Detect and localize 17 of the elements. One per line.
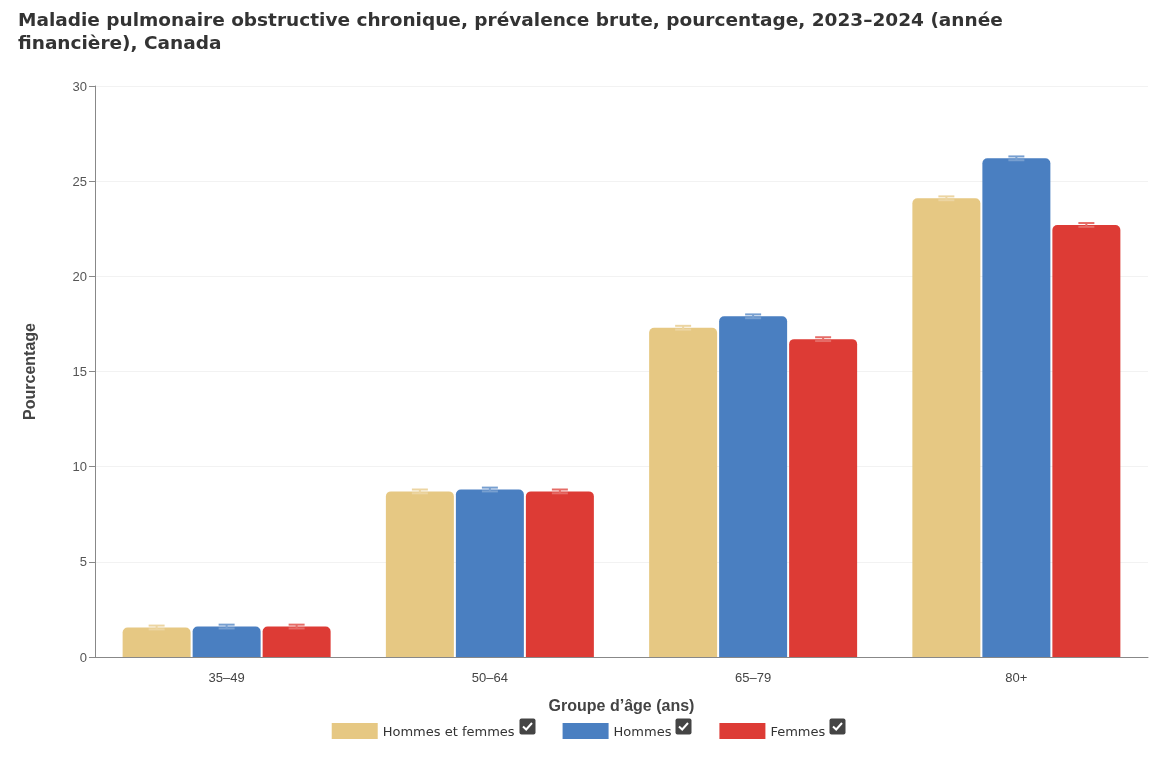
x-tick-label: 80+: [1005, 670, 1028, 685]
y-tick-label: 0: [79, 649, 87, 665]
y-tick-label: 10: [72, 459, 87, 475]
y-tick-label: 30: [72, 78, 87, 94]
x-tick-label: 65–79: [735, 670, 772, 685]
chart-title: Maladie pulmonaire obstructive chronique, prévalence brute, pourcentage, 2023–2024 (année financière), Canada: [18, 8, 1004, 54]
legend-label: Hommes et femmes: [382, 723, 515, 739]
x-tick-label: 35–49: [208, 670, 245, 685]
y-tick-label: 20: [72, 268, 87, 284]
x-axis-title: Groupe d’âge (ans): [548, 696, 695, 714]
legend-label: Hommes: [613, 723, 672, 739]
y-tick-label: 15: [72, 364, 87, 379]
x-tick-label: 50–64: [471, 670, 508, 685]
legend-label: Femmes: [770, 723, 826, 739]
y-tick-label: 5: [79, 554, 87, 570]
y-axis-title: Pourcentage: [20, 322, 38, 420]
y-tick-label: 25: [72, 173, 87, 189]
